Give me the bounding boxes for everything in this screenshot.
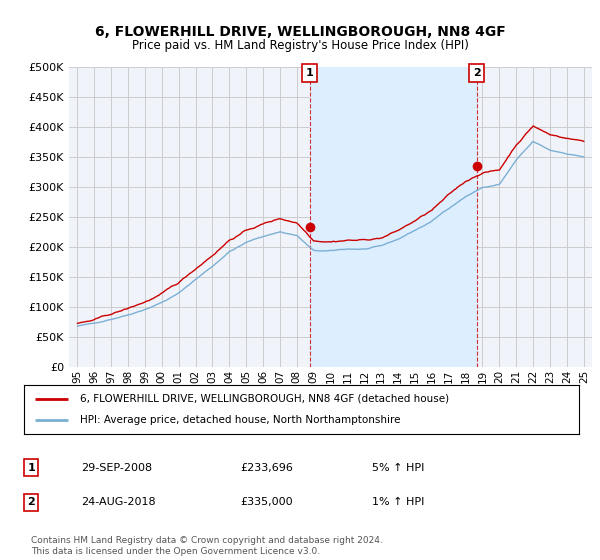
Text: 5% ↑ HPI: 5% ↑ HPI	[372, 463, 424, 473]
Text: 24-AUG-2018: 24-AUG-2018	[81, 497, 155, 507]
Text: 29-SEP-2008: 29-SEP-2008	[81, 463, 152, 473]
Text: £233,696: £233,696	[240, 463, 293, 473]
Text: 6, FLOWERHILL DRIVE, WELLINGBOROUGH, NN8 4GF (detached house): 6, FLOWERHILL DRIVE, WELLINGBOROUGH, NN8…	[79, 394, 449, 404]
Text: Price paid vs. HM Land Registry's House Price Index (HPI): Price paid vs. HM Land Registry's House …	[131, 39, 469, 53]
Text: 1% ↑ HPI: 1% ↑ HPI	[372, 497, 424, 507]
Text: Contains HM Land Registry data © Crown copyright and database right 2024.
This d: Contains HM Land Registry data © Crown c…	[31, 536, 383, 556]
Text: 6, FLOWERHILL DRIVE, WELLINGBOROUGH, NN8 4GF: 6, FLOWERHILL DRIVE, WELLINGBOROUGH, NN8…	[95, 26, 505, 39]
Text: 2: 2	[473, 68, 481, 78]
Text: 1: 1	[305, 68, 313, 78]
Text: 2: 2	[28, 497, 35, 507]
Text: HPI: Average price, detached house, North Northamptonshire: HPI: Average price, detached house, Nort…	[79, 415, 400, 425]
Text: £335,000: £335,000	[240, 497, 293, 507]
Text: 1: 1	[28, 463, 35, 473]
Bar	[310, 67, 476, 367]
